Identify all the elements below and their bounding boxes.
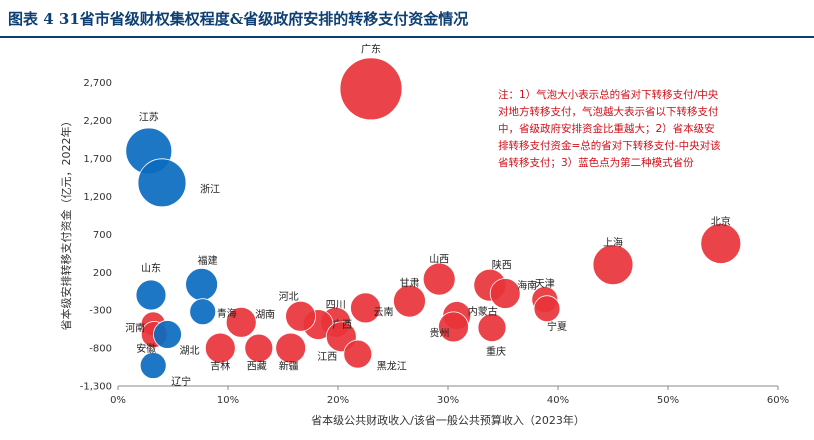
y-tick-label: -800 — [89, 344, 112, 355]
bubble — [189, 298, 217, 326]
bubble-label: 辽宁 — [171, 375, 191, 388]
bubble — [489, 278, 521, 309]
x-tick-label: 10% — [217, 395, 239, 406]
bubble-label: 江西 — [317, 351, 337, 363]
bubble-label: 吉林 — [210, 360, 230, 373]
x-tick-label: 40% — [547, 395, 569, 406]
y-tick-label: 200 — [93, 268, 112, 279]
bubble-label: 内蒙古 — [468, 305, 498, 318]
bubble-label: 四川 — [326, 300, 346, 311]
note-line: 注：1）气泡大小表示总的省对下转移支付/中央 — [498, 88, 719, 101]
x-tick-label: 20% — [327, 395, 349, 406]
bubble — [285, 300, 317, 332]
bubble-label: 河南 — [125, 321, 145, 334]
title-rule — [0, 36, 814, 38]
bubble-label: 黑龙江 — [377, 360, 407, 373]
bubble — [700, 223, 742, 264]
bubble-label: 江苏 — [139, 110, 159, 123]
bubble — [438, 311, 469, 343]
bubble-label: 新疆 — [279, 360, 299, 373]
x-axis-label: 省本级公共财政收入/该省一般公共预算收入（2023年） — [311, 413, 585, 427]
bubble — [350, 292, 381, 324]
bubble-label: 湖北 — [180, 345, 200, 357]
bubble — [393, 284, 426, 318]
bubble-label: 安徽 — [136, 342, 156, 355]
y-tick-label: 2,700 — [83, 78, 112, 89]
bubble-label: 天津 — [535, 278, 555, 290]
x-tick-label: 30% — [437, 395, 459, 406]
bubble-label: 福建 — [198, 254, 218, 267]
x-tick-label: 60% — [767, 395, 789, 406]
bubble — [339, 57, 403, 121]
y-tick-label: 700 — [93, 230, 112, 241]
bubble — [533, 295, 561, 323]
bubble — [135, 279, 167, 311]
axes: 0% 10% 20% 30% 40% 50% 60% -1,300 -800 -300 200 700… — [80, 78, 789, 406]
bubbles — [125, 57, 742, 379]
bubble-label: 上海 — [603, 236, 623, 249]
bubble-label: 宁夏 — [547, 320, 567, 333]
y-tick-label: -1,300 — [80, 382, 112, 393]
bubble — [592, 244, 634, 286]
bubble-label: 西藏 — [247, 361, 267, 373]
bubble-label: 浙江 — [200, 183, 220, 195]
bubble-label: 湖南 — [255, 308, 275, 321]
bubble-label: 青海 — [217, 307, 237, 320]
note-line: 中，省级政府安排资金比重越大；2）省本级安 — [498, 122, 715, 135]
bubble-label: 陕西 — [492, 259, 512, 272]
figure-title: 图表 4 31省市省级财权集权程度&省级政府安排的转移支付资金情况 — [8, 10, 469, 28]
bubble — [244, 333, 274, 363]
bubble-label: 山东 — [141, 262, 161, 275]
bubble — [422, 262, 456, 296]
bubble-label: 重庆 — [486, 345, 506, 358]
note-line: 排转移支付资金=总的省对下转移支付-中央对该 — [498, 139, 721, 152]
bubble — [477, 313, 507, 343]
bubble-label: 山西 — [429, 254, 449, 266]
bubble-label: 广西 — [332, 319, 352, 331]
bubble — [139, 352, 167, 379]
bubble — [153, 320, 182, 349]
bubble — [225, 306, 257, 338]
bubble-label: 海南 — [517, 279, 537, 292]
bubble-label: 贵州 — [430, 326, 450, 339]
x-tick-label: 0% — [110, 395, 126, 406]
bubble — [204, 332, 236, 364]
y-tick-label: 1,700 — [83, 154, 112, 165]
note-line: 对地方转移支付，气泡越大表示省以下转移支付 — [498, 105, 719, 118]
chart-note: 注：1）气泡大小表示总的省对下转移支付/中央对地方转移支付，气泡越大表示省以下转… — [498, 88, 721, 169]
bubble-label: 河北 — [279, 291, 299, 303]
x-tick-label: 50% — [657, 395, 679, 406]
bubble-label: 云南 — [374, 305, 394, 318]
bubble — [137, 158, 187, 208]
y-axis-label: 省本级安排转移支付资金（亿元，2022年） — [59, 116, 73, 331]
y-tick-label: 2,200 — [83, 116, 112, 127]
bubble — [275, 332, 307, 364]
bubble — [343, 339, 373, 369]
bubble — [185, 268, 219, 301]
y-tick-label: 1,200 — [83, 192, 112, 203]
bubble-label: 北京 — [711, 215, 731, 228]
bubble-label: 甘肃 — [400, 277, 420, 290]
note-line: 省转移支付；3）蓝色点为第二种模式省份 — [498, 156, 694, 169]
bubble-label: 广东 — [361, 42, 381, 55]
y-tick-label: -300 — [89, 306, 112, 317]
